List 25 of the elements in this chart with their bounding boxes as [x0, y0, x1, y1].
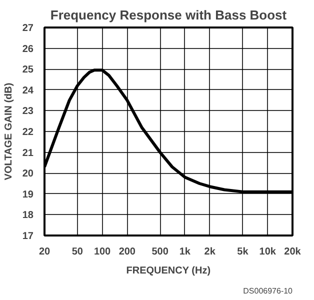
- chart-title: Frequency Response with Bass Boost: [50, 8, 288, 22]
- y-tick-label: 17: [22, 231, 34, 242]
- x-tick-label: 500: [152, 246, 169, 258]
- y-tick-label: 24: [22, 85, 34, 96]
- y-tick-label: 26: [22, 44, 34, 55]
- y-tick-label: 21: [22, 148, 34, 159]
- y-tick-label: 22: [22, 127, 34, 138]
- x-tick-label: 1k: [179, 246, 191, 258]
- y-tick-label: 25: [22, 64, 34, 76]
- x-axis-title: FREQUENCY (Hz): [126, 266, 211, 276]
- y-tick-label: 23: [22, 106, 34, 118]
- text: DS006976-10: [243, 286, 294, 296]
- x-tick-label: 20k: [284, 246, 302, 258]
- y-axis-title: VOLTAGE GAIN (dB): [3, 82, 14, 180]
- x-tick-label: 200: [118, 246, 136, 258]
- x-tick-label: 100: [94, 246, 112, 258]
- y-tick-label: 19: [22, 189, 34, 200]
- x-tick-label: 5k: [237, 246, 249, 258]
- x-tick-label: 20: [38, 246, 50, 258]
- y-tick-label: 18: [22, 210, 34, 222]
- y-tick-label: 27: [22, 23, 34, 34]
- x-tick-label: 10k: [259, 246, 276, 258]
- y-tick-label: 20: [22, 168, 34, 180]
- x-tick-label: 2k: [204, 246, 216, 258]
- x-tick-label: 50: [72, 246, 84, 258]
